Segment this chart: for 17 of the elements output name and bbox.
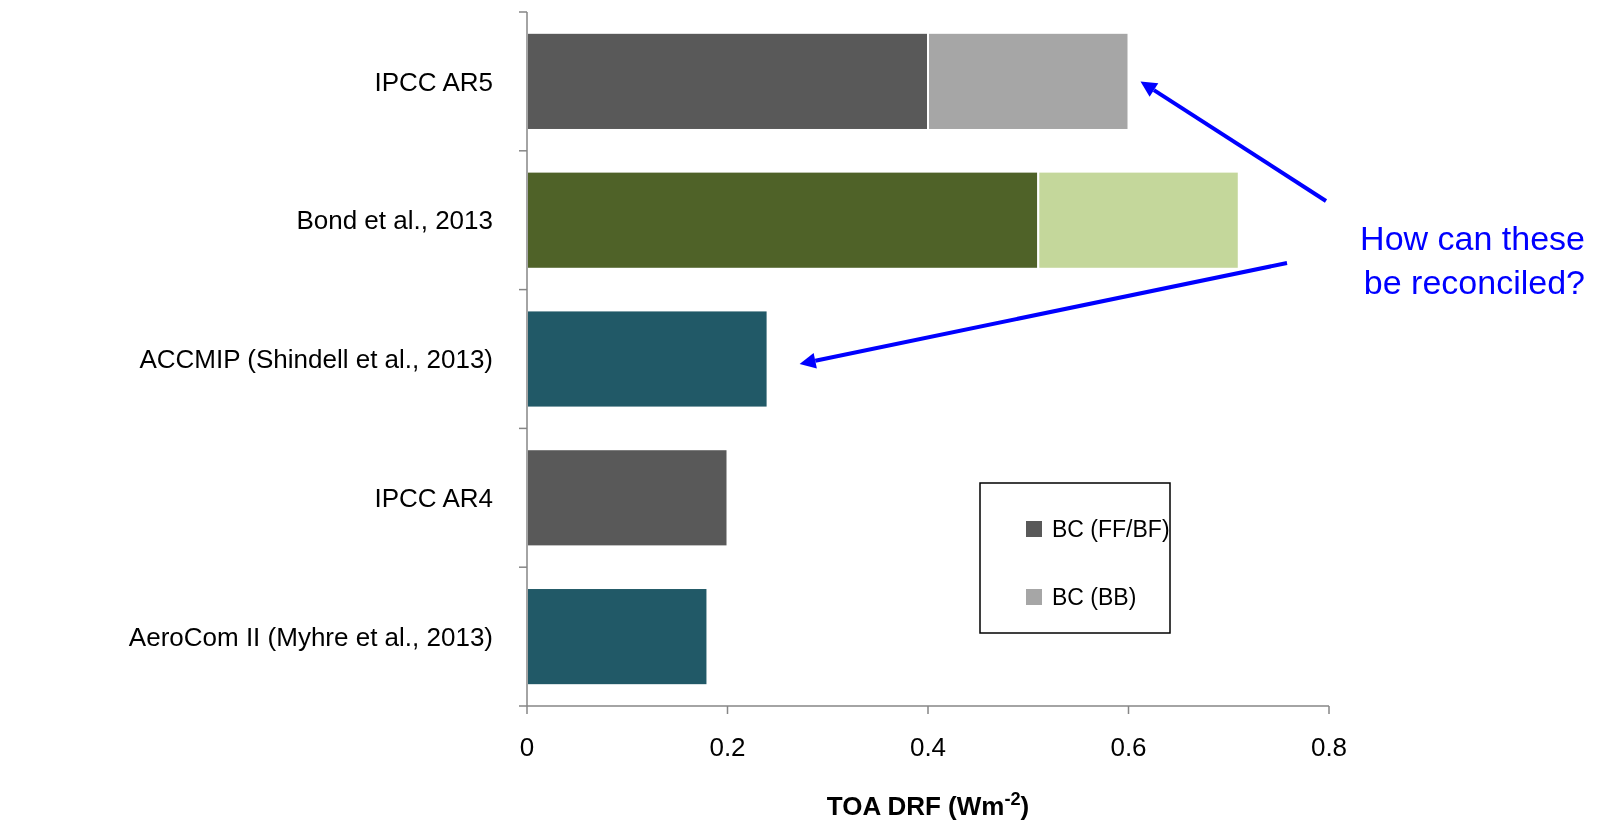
text: How can these be reconciled? xyxy=(1360,219,1585,301)
bar xyxy=(526,309,769,409)
legend-label: BC (FF/BF) xyxy=(1052,516,1170,543)
bar xyxy=(526,448,729,548)
x-tick-label: 0.6 xyxy=(1110,732,1147,762)
y-tick-label: AeroCom II (Myhre et al., 2013) xyxy=(128,621,493,652)
bar xyxy=(526,587,709,687)
x-tick-label: 0.4 xyxy=(909,732,947,762)
y-tick-label: Bond et al., 2013 xyxy=(296,205,493,236)
legend-label: BC (BB) xyxy=(1052,584,1137,611)
y-tick-label: ACCMIP (Shindell et al., 2013) xyxy=(139,344,493,375)
x-tick-label: 0.8 xyxy=(1310,732,1348,762)
x-tick-label: 0.2 xyxy=(709,732,746,762)
y-tick-label: IPCC AR4 xyxy=(374,482,493,513)
x-axis-title: TOA DRF (Wm$^{-2}$) xyxy=(826,789,1030,821)
x-tick-label: 0 xyxy=(519,732,535,762)
y-tick-label: IPCC AR5 xyxy=(374,66,493,97)
